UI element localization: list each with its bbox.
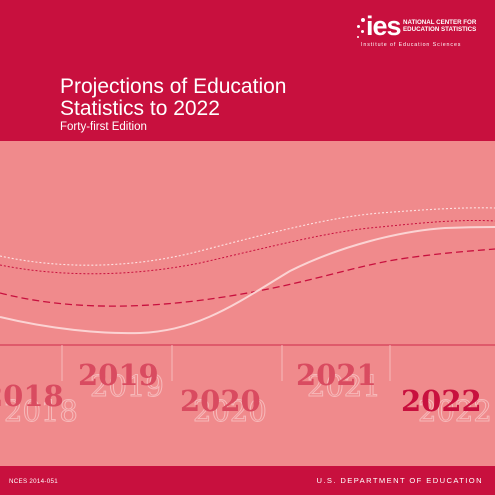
year-2020-label: 2020	[180, 384, 261, 418]
year-2019-echo: 2019	[90, 369, 165, 404]
report-edition: Forty-first Edition	[60, 121, 147, 133]
ies-logo: ies NATIONAL CENTER FOR EDUCATION STATIS…	[356, 11, 488, 50]
logo-center-name: NATIONAL CENTER FOR EDUCATION STATISTICS	[403, 19, 493, 33]
year-2021-label: 2021	[296, 358, 377, 392]
report-title-line1: Projections of Education	[60, 75, 287, 98]
report-title: Projections of Education Statistics to 2…	[60, 76, 286, 120]
year-2018-label: 2018	[0, 379, 64, 413]
projection-curves	[0, 141, 495, 466]
logo-dots-icon	[356, 18, 366, 46]
year-2020-echo: 2020	[193, 394, 268, 429]
report-id: NCES 2014-051	[9, 478, 58, 485]
logo-wordmark: ies	[366, 11, 402, 41]
department-name: U.S. DEPARTMENT OF EDUCATION	[316, 476, 483, 485]
year-2018-echo: 2018	[4, 394, 79, 429]
report-title-line2: Statistics to 2022	[60, 97, 220, 120]
year-2022-label: 2022	[401, 384, 482, 418]
year-2019-label: 2019	[78, 358, 159, 392]
year-2022-echo: 2022	[418, 394, 493, 429]
timeline-artwork: 2018 2018 2019 2019 2020 2020 2021 2021 …	[0, 141, 495, 466]
logo-center-line1: NATIONAL CENTER FOR	[403, 19, 477, 26]
year-2021-echo: 2021	[307, 369, 382, 404]
logo-institute-name: Institute of Education Sciences	[361, 42, 462, 48]
logo-center-line2: EDUCATION STATISTICS	[403, 26, 477, 33]
